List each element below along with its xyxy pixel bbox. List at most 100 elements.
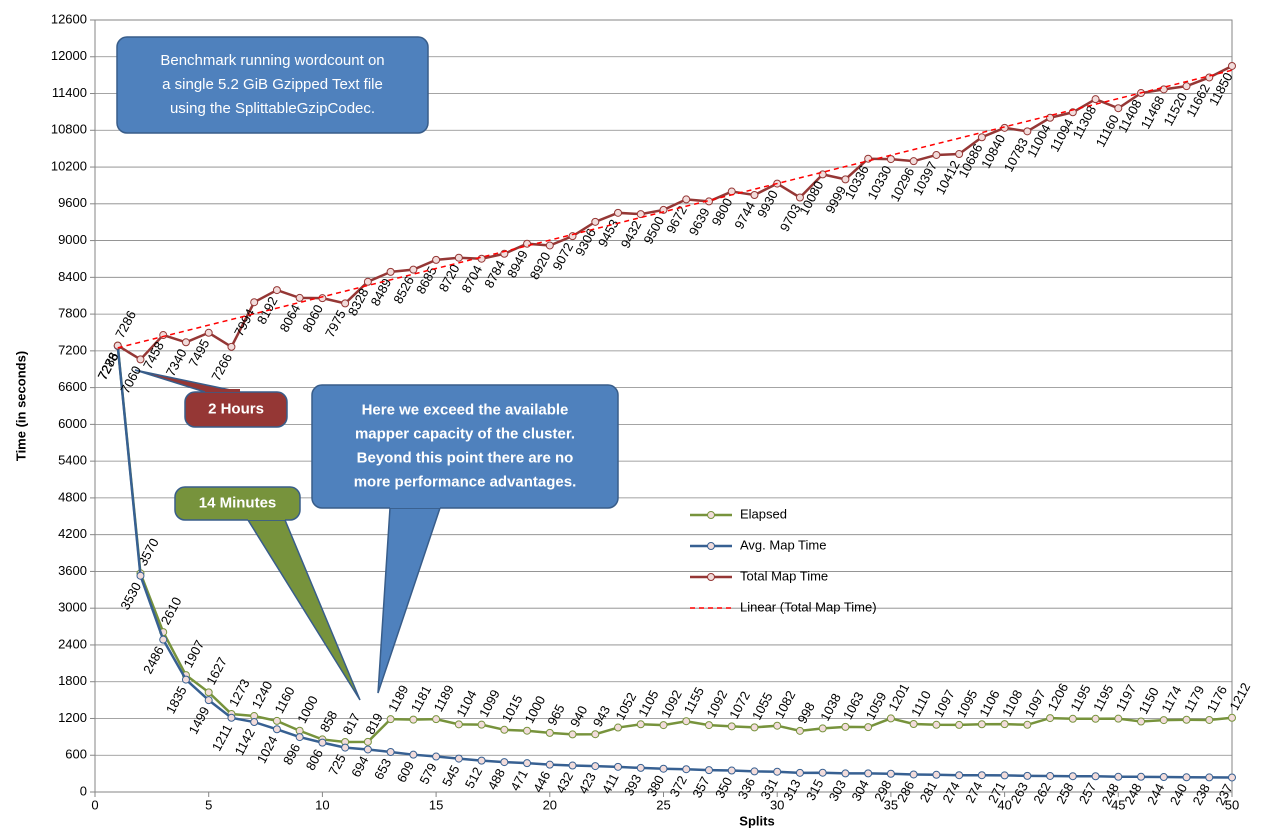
point: [591, 217, 600, 226]
point: [454, 754, 463, 763]
point: [1046, 113, 1055, 122]
y-tick-label: 0: [80, 783, 87, 798]
legend-marker: [707, 542, 715, 550]
point: [523, 726, 532, 735]
point: [955, 150, 964, 159]
point: [636, 763, 645, 772]
point: [1137, 717, 1146, 726]
point: [1046, 714, 1055, 723]
x-tick-label: 20: [543, 797, 557, 812]
point: [1228, 61, 1236, 70]
point: [545, 728, 554, 737]
point: [750, 767, 759, 776]
callout-text: using the SplittableGzipCodec.: [170, 100, 375, 117]
point: [545, 760, 554, 769]
point: [272, 716, 281, 725]
point: [841, 769, 850, 778]
point: [363, 745, 372, 754]
point: [932, 720, 941, 729]
point: [227, 342, 236, 351]
x-tick-label: 5: [205, 797, 212, 812]
point: [477, 756, 486, 765]
callout-text: 2 Hours: [208, 400, 264, 417]
series-line: [117, 69, 1233, 349]
point: [682, 195, 691, 204]
point: [204, 328, 213, 337]
point: [1114, 714, 1123, 723]
point: [1137, 772, 1146, 781]
callout-box: [311, 384, 619, 509]
point: [977, 133, 986, 142]
y-axis-title: Time (in seconds): [13, 351, 28, 461]
point: [955, 771, 964, 780]
callout-box: [174, 486, 301, 521]
point: [250, 718, 259, 727]
point: [386, 715, 395, 724]
point: [204, 688, 213, 697]
y-tick-label: 1800: [58, 673, 87, 688]
callout-text: 14 Minutes: [199, 494, 277, 511]
point: [409, 265, 418, 274]
point: [181, 338, 190, 347]
legend-label: Total Map Time: [740, 568, 828, 583]
point: [977, 720, 986, 729]
point: [341, 743, 350, 752]
callout-text: Here we exceed the available: [362, 401, 569, 418]
y-tick-label: 6600: [58, 379, 87, 394]
point: [454, 720, 463, 729]
point: [568, 761, 577, 770]
point: [795, 768, 804, 777]
point: [409, 750, 418, 759]
point: [1000, 720, 1009, 729]
point: [363, 277, 372, 286]
callout-text: a single 5.2 GiB Gzipped Text file: [162, 76, 383, 93]
point: [1023, 771, 1032, 780]
point: [1182, 715, 1191, 724]
point: [773, 721, 782, 730]
point: [159, 635, 168, 644]
point: [636, 720, 645, 729]
x-tick-label: 15: [429, 797, 443, 812]
point: [773, 767, 782, 776]
point: [432, 752, 441, 761]
x-tick-label: 50: [1225, 797, 1239, 812]
point: [1205, 715, 1214, 724]
legend-label: Elapsed: [740, 506, 787, 521]
point: [795, 193, 804, 202]
point: [591, 762, 600, 771]
point: [659, 721, 668, 730]
y-tick-label: 7800: [58, 306, 87, 321]
y-tick-label: 5400: [58, 453, 87, 468]
y-tick-label: 10800: [51, 122, 87, 137]
callout-box: [116, 36, 429, 134]
point: [704, 721, 713, 730]
point: [750, 723, 759, 732]
point: [181, 675, 190, 684]
legend-label: Linear (Total Map Time): [740, 599, 877, 614]
y-tick-label: 6000: [58, 416, 87, 431]
point: [477, 254, 486, 263]
point: [1023, 720, 1032, 729]
point: [500, 758, 509, 767]
point: [795, 726, 804, 735]
point: [250, 298, 259, 307]
point: [477, 720, 486, 729]
point: [386, 267, 395, 276]
point: [682, 717, 691, 726]
point: [136, 571, 145, 580]
legend-marker: [707, 573, 715, 581]
x-axis-title: Splits: [739, 813, 774, 828]
point: [386, 747, 395, 756]
point: [704, 766, 713, 775]
point: [432, 255, 441, 264]
point: [500, 725, 509, 734]
point: [886, 714, 895, 723]
point: [682, 765, 691, 774]
point: [932, 150, 941, 159]
point: [113, 341, 122, 350]
x-tick-label: 10: [315, 797, 329, 812]
y-tick-label: 3600: [58, 563, 87, 578]
legend-marker: [707, 511, 715, 519]
point: [750, 190, 759, 199]
